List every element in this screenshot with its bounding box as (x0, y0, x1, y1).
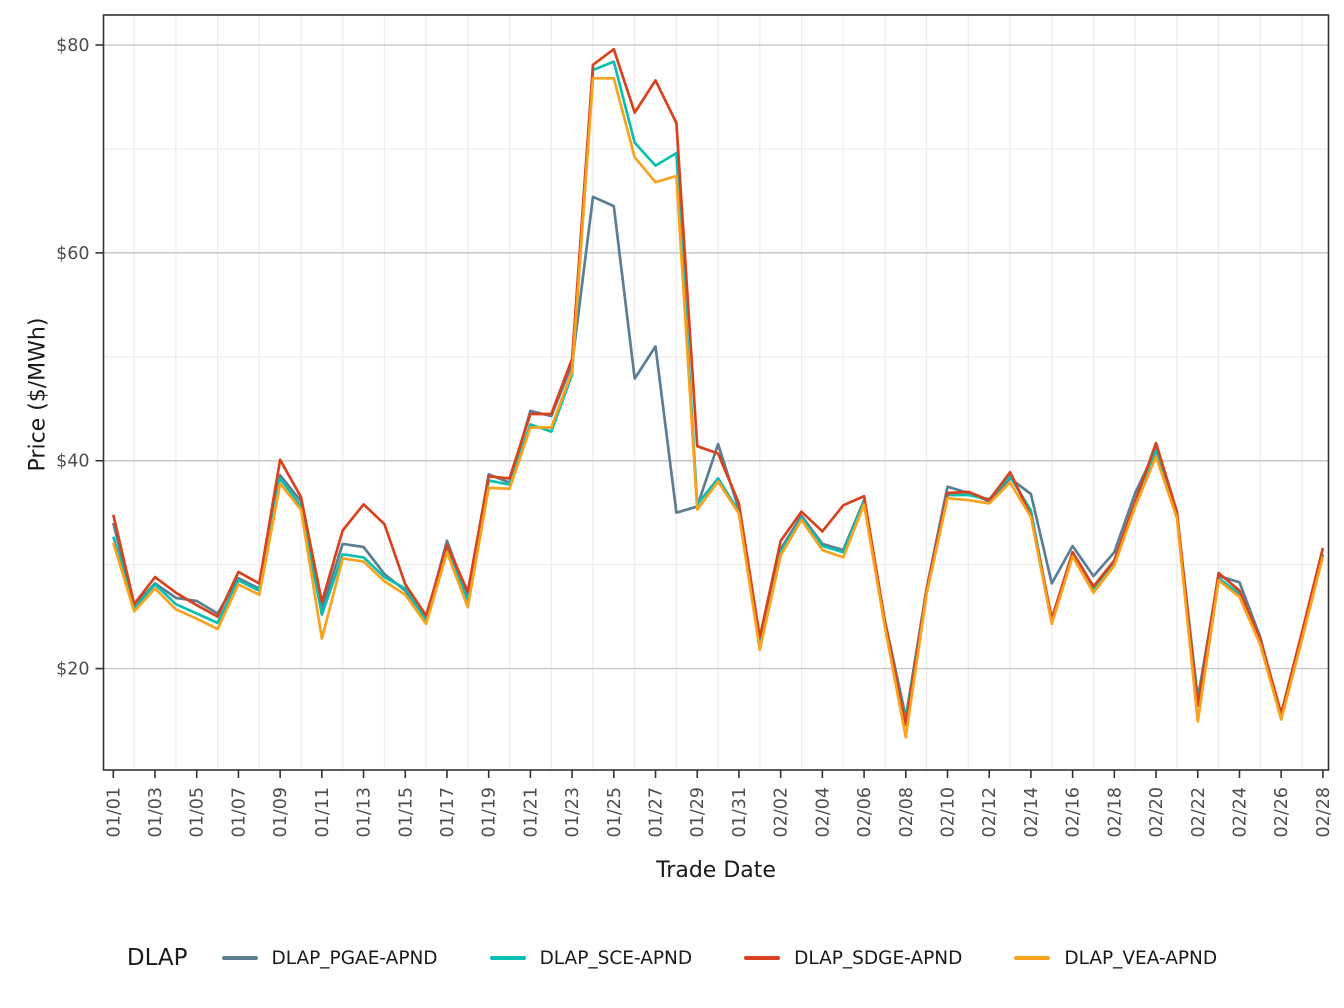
x-tick-label: 02/22 (1189, 787, 1209, 837)
x-tick-label: 02/18 (1105, 787, 1125, 837)
series-line-dlap_sdge-apnd (111, 47, 1325, 727)
x-tick-label: 02/08 (897, 787, 917, 837)
legend-item-dlap_sdge-apnd: DLAP_SDGE-APND (744, 948, 962, 969)
legend-item-dlap_sce-apnd: DLAP_SCE-APND (489, 947, 693, 969)
y-axis-title: Price ($/MWh) (25, 317, 51, 472)
x-tick-label: 01/23 (563, 787, 583, 837)
x-tick-label: 02/14 (1022, 787, 1042, 837)
x-tick-label: 01/15 (396, 787, 416, 837)
panel-border (102, 14, 1330, 771)
x-tick-label: 01/21 (521, 787, 541, 837)
x-tick-label: 01/01 (104, 787, 124, 837)
legend-item-dlap_pgae-apnd: DLAP_PGAE-APND (221, 947, 438, 969)
x-tick-label: 02/04 (813, 787, 833, 837)
y-tick-label: $80 (56, 36, 89, 56)
x-tick-label: 02/26 (1272, 787, 1292, 837)
x-tick-label: 01/07 (229, 787, 249, 837)
x-tick-label: 01/11 (313, 787, 333, 837)
x-tick-label: 02/06 (855, 787, 875, 837)
legend-item-dlap_vea-apnd: DLAP_VEA-APND (1014, 948, 1217, 969)
x-tick-label: 01/19 (480, 787, 500, 837)
x-tick-label: 02/16 (1064, 787, 1084, 837)
legend: DLAP DLAP_PGAE-APND DLAP_SCE-APND DLAP_SDG… (0, 936, 1344, 980)
x-tick-label: 02/28 (1314, 787, 1334, 837)
legend-key-line (221, 956, 258, 960)
x-axis-title: Trade Date (656, 858, 776, 883)
x-tick-label: 01/17 (438, 787, 458, 837)
x-tick-label: 02/02 (772, 787, 792, 837)
legend-label: DLAP_PGAE-APND (271, 947, 438, 969)
legend-label: DLAP_VEA-APND (1064, 947, 1218, 969)
y-tick-label: $40 (56, 452, 89, 472)
legend-key-line (1014, 956, 1051, 960)
x-tick-label: 01/25 (605, 787, 625, 837)
x-tick-label: 01/03 (146, 787, 166, 837)
x-tick-label: 02/20 (1147, 787, 1167, 837)
legend-title: DLAP (126, 945, 188, 971)
x-tick-label: 01/05 (188, 787, 208, 837)
y-tick-label: $60 (56, 244, 89, 264)
x-tick-label: 01/27 (647, 787, 667, 837)
legend-key-line (489, 956, 526, 960)
legend-label: DLAP_SCE-APND (539, 947, 693, 969)
x-tick-label: 01/31 (730, 787, 750, 837)
legend-label: DLAP_SDGE-APND (794, 947, 963, 969)
legend-key-line (744, 956, 781, 960)
x-tick-label: 02/24 (1230, 787, 1250, 837)
x-tick-label: 02/10 (939, 787, 959, 837)
x-tick-label: 02/12 (980, 787, 1000, 837)
x-tick-label: 01/13 (355, 787, 375, 837)
x-tick-label: 01/09 (271, 787, 291, 837)
y-tick-label: $20 (56, 660, 89, 680)
series-line-dlap_vea-apnd (112, 76, 1325, 739)
x-tick-label: 01/29 (688, 787, 708, 837)
